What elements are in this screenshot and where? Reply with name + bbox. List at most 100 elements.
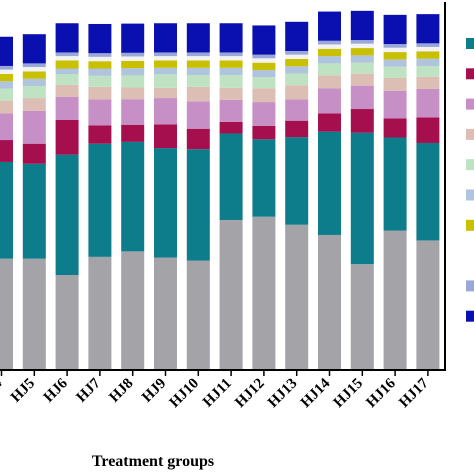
bar-segment-HJ6-s10 (55, 23, 79, 53)
bar-segment-HJ9-s9 (154, 52, 177, 57)
bar-segment-HJ16-s0 (383, 230, 407, 370)
bar-segment-HJ5-s7 (22, 71, 46, 79)
bar-segment-HJ15-s5 (350, 62, 374, 74)
bar-segment-HJ12-s7 (252, 62, 276, 70)
bar-segment-HJ6-s7 (55, 60, 79, 69)
bar-segment-HJ13-s3 (285, 99, 309, 121)
bar-segment-HJ5-s0 (22, 258, 46, 371)
bar-segment-HJ6-s0 (55, 275, 79, 370)
x-tick-label-HJ16: HJ16 (363, 375, 399, 411)
bar-segment-HJ7-s6 (88, 68, 112, 76)
bar-segment-HJ13-s9 (285, 50, 309, 55)
bar-segment-HJ7-s9 (88, 53, 112, 57)
bar-segment-HJ10-s7 (186, 60, 210, 68)
bar-segment-HJ4-s3 (0, 113, 13, 141)
bar-segment-HJ16-s6 (383, 59, 407, 67)
bar-segment-HJ13-s4 (285, 85, 309, 100)
bar-segment-HJ7-s5 (88, 75, 112, 87)
bar-segment-HJ17-s1 (416, 142, 440, 241)
bar-segment-HJ6-s3 (55, 96, 79, 120)
bar-segment-HJ4-s4 (0, 100, 13, 114)
bar-segment-HJ16-s10 (383, 14, 407, 45)
bar-segment-HJ11-s10 (219, 23, 243, 53)
bar-segment-HJ5-s2 (22, 143, 46, 164)
x-tick-label-HJ12: HJ12 (232, 376, 267, 411)
bar-segment-HJ6-s5 (55, 73, 79, 85)
bar-segment-HJ17-s7 (416, 51, 440, 59)
bar-segment-HJ9-s4 (154, 87, 177, 99)
bar-segment-HJ4-s10 (0, 36, 13, 66)
bar-segment-HJ7-s4 (88, 86, 112, 100)
bar-segment-HJ15-s10 (350, 10, 374, 41)
bar-segment-HJ5-s10 (22, 34, 46, 64)
bar-segment-HJ10-s5 (186, 75, 210, 87)
bar-segment-HJ17-s8 (416, 46, 440, 52)
bar-segment-HJ17-s9 (416, 43, 440, 47)
legend-swatch-7 (466, 250, 474, 262)
bar-segment-HJ7-s1 (88, 143, 112, 257)
bar-segment-HJ11-s2 (219, 121, 243, 134)
bar-segment-HJ14-s10 (318, 11, 341, 41)
bar-segment-HJ9-s1 (154, 148, 177, 258)
legend-swatch-0 (466, 38, 474, 49)
bar-segment-HJ4-s0 (0, 258, 13, 371)
bar-segment-HJ10-s4 (186, 86, 210, 102)
bar-segment-HJ8-s6 (121, 68, 145, 76)
bar-segment-HJ12-s10 (252, 25, 276, 55)
bar-segment-HJ15-s6 (350, 55, 374, 63)
bar-segment-HJ5-s4 (22, 98, 46, 111)
legend-swatch-5 (466, 189, 474, 201)
bar-segment-HJ9-s0 (154, 257, 177, 370)
bar-segment-HJ8-s10 (121, 23, 145, 53)
bar-segment-HJ8-s1 (121, 141, 145, 252)
bar-segment-HJ7-s0 (88, 256, 112, 370)
bar-segment-HJ16-s5 (383, 66, 407, 78)
bar-segment-HJ10-s1 (186, 149, 210, 261)
bar-segment-HJ12-s4 (252, 88, 276, 103)
bar-segment-HJ16-s1 (383, 137, 407, 231)
bar-segment-HJ14-s3 (318, 88, 341, 114)
bar-segment-HJ13-s2 (285, 120, 309, 138)
bar-segment-HJ11-s3 (219, 99, 243, 122)
bar-segment-HJ8-s8 (121, 56, 145, 61)
bar-segment-HJ14-s0 (318, 234, 341, 370)
bar-segment-HJ10-s8 (186, 56, 210, 61)
bar-segment-HJ15-s9 (350, 40, 374, 44)
bar-segment-HJ16-s8 (383, 47, 407, 53)
x-tick-label-HJ11: HJ11 (200, 376, 235, 411)
bar-segment-HJ10-s2 (186, 128, 210, 150)
bar-segment-HJ6-s1 (55, 154, 79, 276)
bar-segment-HJ14-s5 (318, 63, 341, 76)
legend-swatch-9 (466, 310, 474, 322)
x-tick-label-HJ6: HJ6 (41, 375, 72, 406)
bar-segment-HJ5-s8 (22, 67, 46, 72)
bar-segment-HJ17-s2 (416, 117, 440, 143)
bar-segment-HJ4-s2 (0, 140, 13, 162)
bar-segment-HJ7-s3 (88, 99, 112, 126)
bar-segment-HJ5-s5 (22, 86, 46, 99)
legend-swatch-2 (466, 98, 474, 110)
bar-segment-HJ4-s8 (0, 69, 13, 74)
bar-segment-HJ13-s7 (285, 59, 309, 67)
bar-segment-HJ14-s1 (318, 131, 341, 235)
bar-segment-HJ17-s4 (416, 76, 440, 89)
bar-segment-HJ17-s5 (416, 65, 440, 77)
bar-segment-HJ9-s8 (154, 56, 177, 61)
bar-segment-HJ8-s4 (121, 87, 145, 100)
bar-segment-HJ4-s5 (0, 88, 13, 101)
bar-segment-HJ15-s1 (350, 132, 374, 265)
bar-segment-HJ6-s4 (55, 84, 79, 97)
bar-segment-HJ6-s9 (55, 52, 79, 57)
legend-swatch-3 (466, 128, 474, 140)
x-tick-marks (0, 370, 429, 376)
x-tick-label-HJ5: HJ5 (8, 376, 38, 406)
bar-segment-HJ15-s0 (350, 264, 374, 370)
bar-segment-HJ5-s9 (22, 63, 46, 68)
bar-segment-HJ10-s10 (186, 23, 210, 53)
bar-segment-HJ16-s9 (383, 44, 407, 48)
bar-segment-HJ12-s6 (252, 69, 276, 78)
bar-segment-HJ5-s1 (22, 163, 46, 259)
bar-segment-HJ6-s6 (55, 68, 79, 74)
bar-segment-HJ12-s2 (252, 125, 276, 140)
bar-segment-HJ17-s3 (416, 88, 440, 118)
